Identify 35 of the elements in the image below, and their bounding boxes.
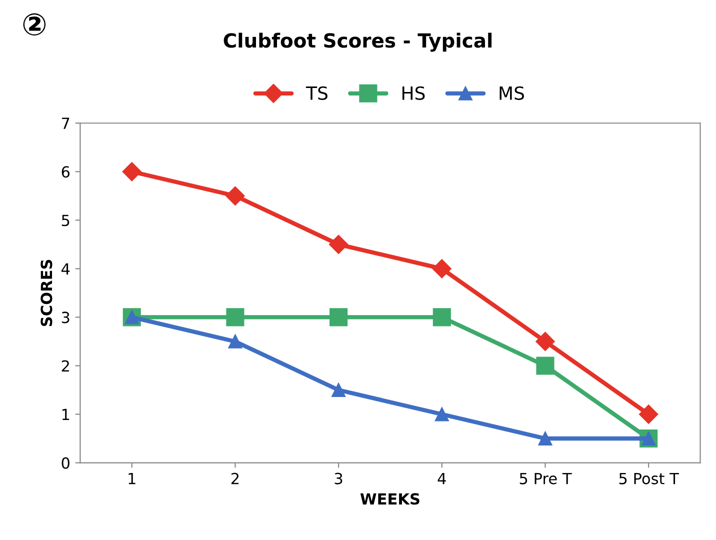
x-tick-label: 4 [438,472,446,484]
point [432,259,452,278]
y-tick-label: 0 [62,457,70,469]
y-tick-label: 4 [61,263,70,274]
y-tick-label: 2 [62,360,69,372]
point [432,308,451,326]
point [226,308,244,326]
y-tick-label: 6 [62,166,70,178]
legend-label: MS [500,86,524,100]
point [536,332,555,352]
point [639,404,658,424]
point [122,162,142,182]
x-tick-label: 3 [334,472,342,484]
x-axis-title: WEEKS [360,493,420,505]
point [538,432,552,446]
y-tick-label: 3 [62,312,70,324]
x-tick-label: 5 Post T [619,472,679,484]
y-tick-label: 1 [62,408,70,420]
y-tick-label: 7 [62,118,70,129]
y-axis-title: SCORES [40,260,52,326]
x-tick-label: 2 [231,472,239,484]
legend-label: HS [402,86,425,100]
point [228,334,242,348]
x-tick-label: 1 [128,472,136,484]
point [226,186,245,206]
x-tick-label: 5 Pre T [520,472,572,484]
point [536,356,554,375]
point [330,308,348,326]
legend-label: TS [306,86,328,100]
point [329,234,348,254]
chart-title: Clubfoot Scores - Typical [224,32,492,52]
y-tick-label: 5 [62,214,70,226]
point [434,407,449,422]
point [332,383,346,397]
text: ② [23,13,46,36]
